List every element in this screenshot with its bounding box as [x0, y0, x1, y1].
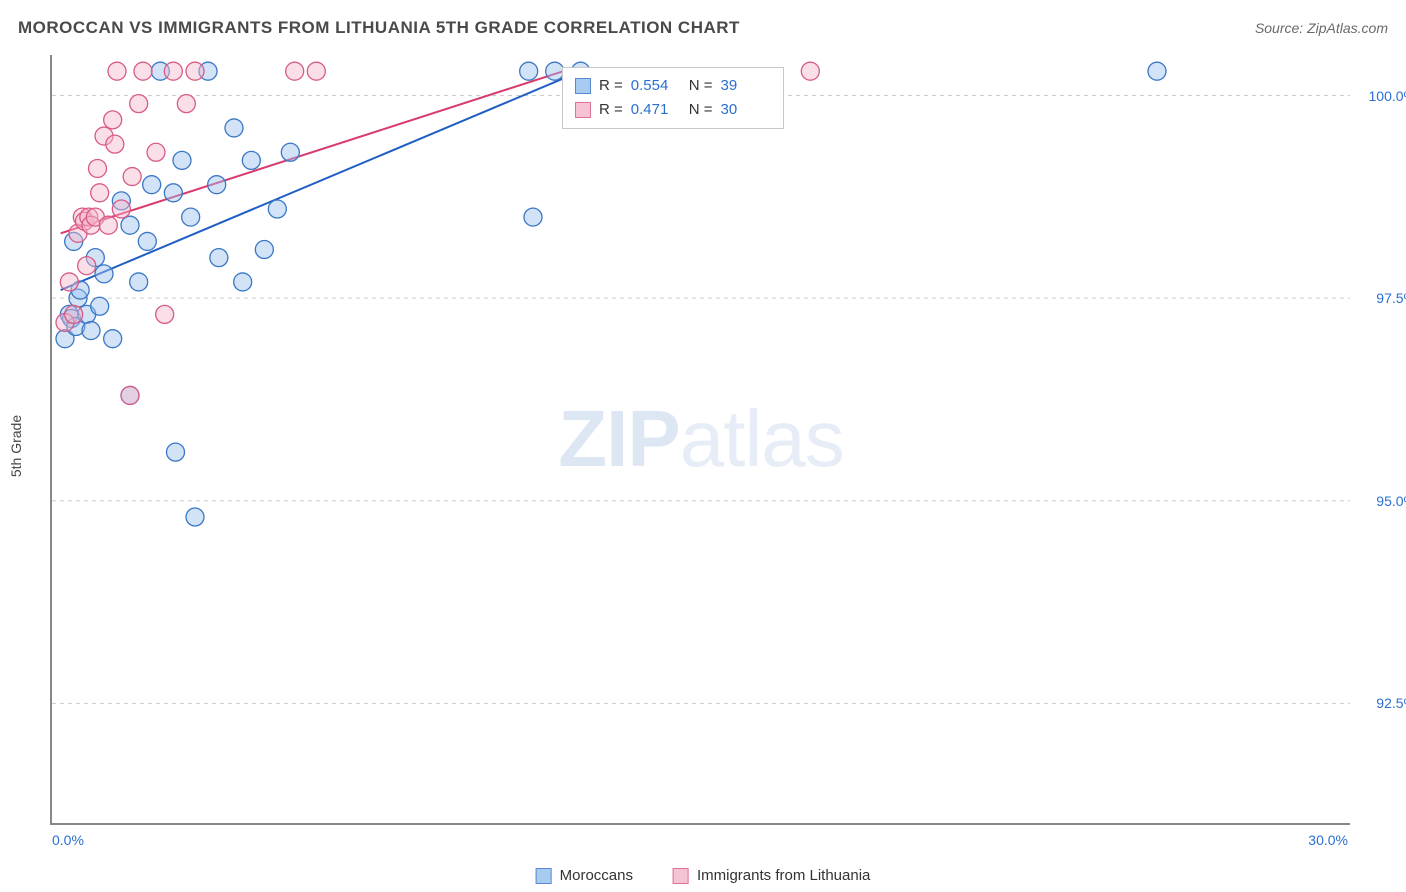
series-swatch — [575, 102, 591, 118]
series-swatch — [575, 78, 591, 94]
data-point — [268, 200, 286, 218]
x-tick-label: 30.0% — [1308, 832, 1348, 848]
y-tick-label: 92.5% — [1376, 695, 1406, 711]
data-point — [164, 184, 182, 202]
data-point — [138, 232, 156, 250]
chart-source: Source: ZipAtlas.com — [1255, 20, 1388, 36]
data-point — [91, 297, 109, 315]
y-tick-label: 97.5% — [1376, 290, 1406, 306]
data-point — [106, 135, 124, 153]
data-point — [225, 119, 243, 137]
data-point — [89, 159, 107, 177]
legend-item: Moroccans — [536, 867, 633, 884]
stat-r-label: R = — [599, 98, 623, 122]
data-point — [147, 143, 165, 161]
data-point — [167, 443, 185, 461]
data-point — [123, 168, 141, 186]
data-point — [156, 305, 174, 323]
data-point — [177, 95, 195, 113]
data-point — [95, 265, 113, 283]
data-point — [65, 305, 83, 323]
data-point — [112, 200, 130, 218]
data-point — [286, 62, 304, 80]
data-point — [164, 62, 182, 80]
data-point — [234, 273, 252, 291]
stat-r-label: R = — [599, 74, 623, 98]
legend-item: Immigrants from Lithuania — [673, 867, 870, 884]
data-point — [173, 151, 191, 169]
stat-n-value: 30 — [721, 98, 771, 122]
stats-row: R = 0.471 N = 30 — [575, 98, 771, 122]
data-point — [1148, 62, 1166, 80]
data-point — [186, 508, 204, 526]
data-point — [130, 95, 148, 113]
data-point — [121, 386, 139, 404]
stat-r-value: 0.554 — [631, 74, 681, 98]
correlation-stats-box: R = 0.554 N = 39 R = 0.471 N = 30 — [562, 67, 784, 129]
legend: Moroccans Immigrants from Lithuania — [536, 867, 871, 884]
stat-n-value: 39 — [721, 74, 771, 98]
data-point — [60, 273, 78, 291]
data-point — [134, 62, 152, 80]
x-tick-labels: 0.0% 30.0% — [50, 832, 1350, 852]
data-point — [520, 62, 538, 80]
chart-header: MOROCCAN VS IMMIGRANTS FROM LITHUANIA 5T… — [18, 18, 1388, 38]
data-point — [130, 273, 148, 291]
data-point — [82, 322, 100, 340]
data-point — [307, 62, 325, 80]
stat-n-label: N = — [689, 74, 713, 98]
y-tick-label: 95.0% — [1376, 493, 1406, 509]
stats-row: R = 0.554 N = 39 — [575, 74, 771, 98]
data-point — [108, 62, 126, 80]
chart-container: MOROCCAN VS IMMIGRANTS FROM LITHUANIA 5T… — [0, 0, 1406, 892]
data-point — [186, 62, 204, 80]
stat-r-value: 0.471 — [631, 98, 681, 122]
data-point — [104, 330, 122, 348]
plot-svg — [52, 55, 1350, 823]
data-point — [255, 241, 273, 259]
data-point — [182, 208, 200, 226]
y-axis-title: 5th Grade — [8, 415, 24, 477]
data-point — [242, 151, 260, 169]
data-point — [208, 176, 226, 194]
plot-area: ZIPatlas R =0.554N =39R =0.471N =30 — [50, 55, 1350, 825]
y-tick-labels: 92.5% 95.0% 97.5% 100.0% — [1356, 55, 1406, 825]
data-point — [91, 184, 109, 202]
legend-swatch — [673, 868, 689, 884]
legend-swatch — [536, 868, 552, 884]
data-point — [524, 208, 542, 226]
data-point — [143, 176, 161, 194]
data-point — [121, 216, 139, 234]
data-point — [210, 249, 228, 267]
chart-title: MOROCCAN VS IMMIGRANTS FROM LITHUANIA 5T… — [18, 18, 740, 38]
data-point — [546, 62, 564, 80]
data-point — [78, 257, 96, 275]
legend-label: Moroccans — [560, 867, 633, 884]
x-tick-label: 0.0% — [52, 832, 84, 848]
data-point — [99, 216, 117, 234]
y-tick-label: 100.0% — [1369, 88, 1406, 104]
stat-n-label: N = — [689, 98, 713, 122]
legend-label: Immigrants from Lithuania — [697, 867, 870, 884]
data-point — [281, 143, 299, 161]
data-point — [104, 111, 122, 129]
data-point — [801, 62, 819, 80]
